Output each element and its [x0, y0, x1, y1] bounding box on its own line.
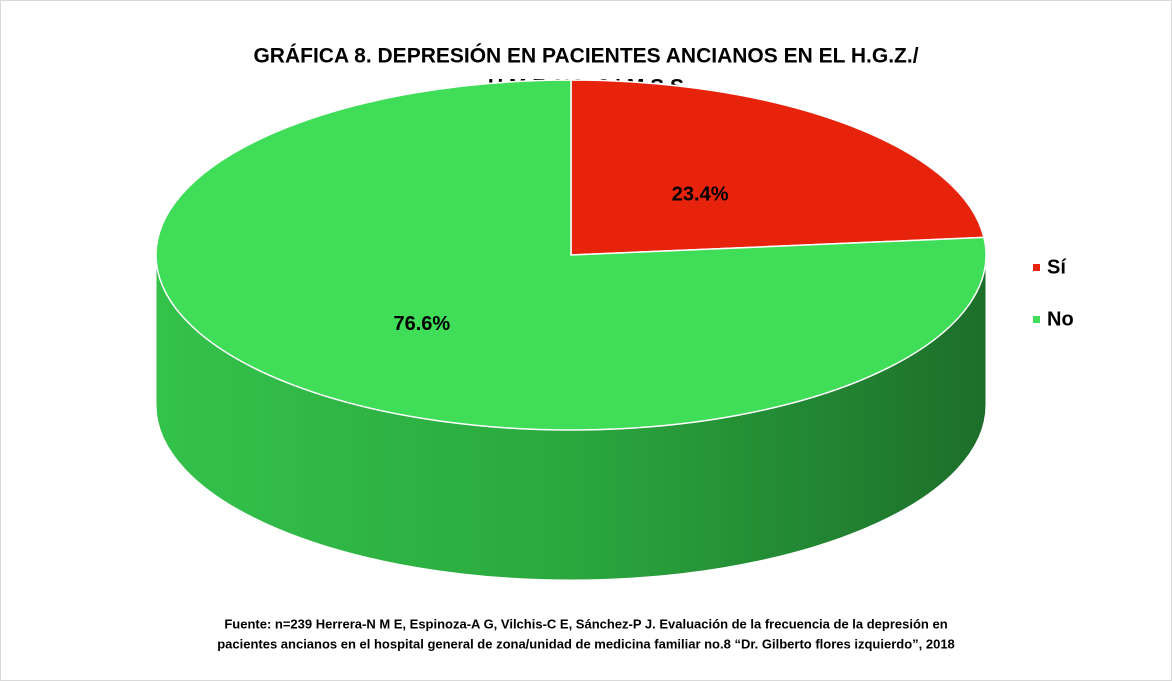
legend-swatch	[1033, 316, 1040, 323]
source-note: pacientes ancianos en el hospital genera…	[217, 636, 955, 651]
legend-label: Sí	[1047, 256, 1067, 278]
data-label: 23.4%	[672, 183, 729, 205]
pie-slice	[570, 79, 985, 256]
source-note: Fuente: n=239 Herrera-N M E, Espinoza-A …	[224, 616, 947, 631]
pie-slice	[155, 79, 987, 431]
data-label: 76.6%	[393, 313, 450, 335]
legend-swatch	[1033, 264, 1040, 271]
chart-title: GRÁFICA 8. DEPRESIÓN EN PACIENTES ANCIAN…	[253, 44, 918, 68]
legend-label: No	[1047, 308, 1074, 330]
